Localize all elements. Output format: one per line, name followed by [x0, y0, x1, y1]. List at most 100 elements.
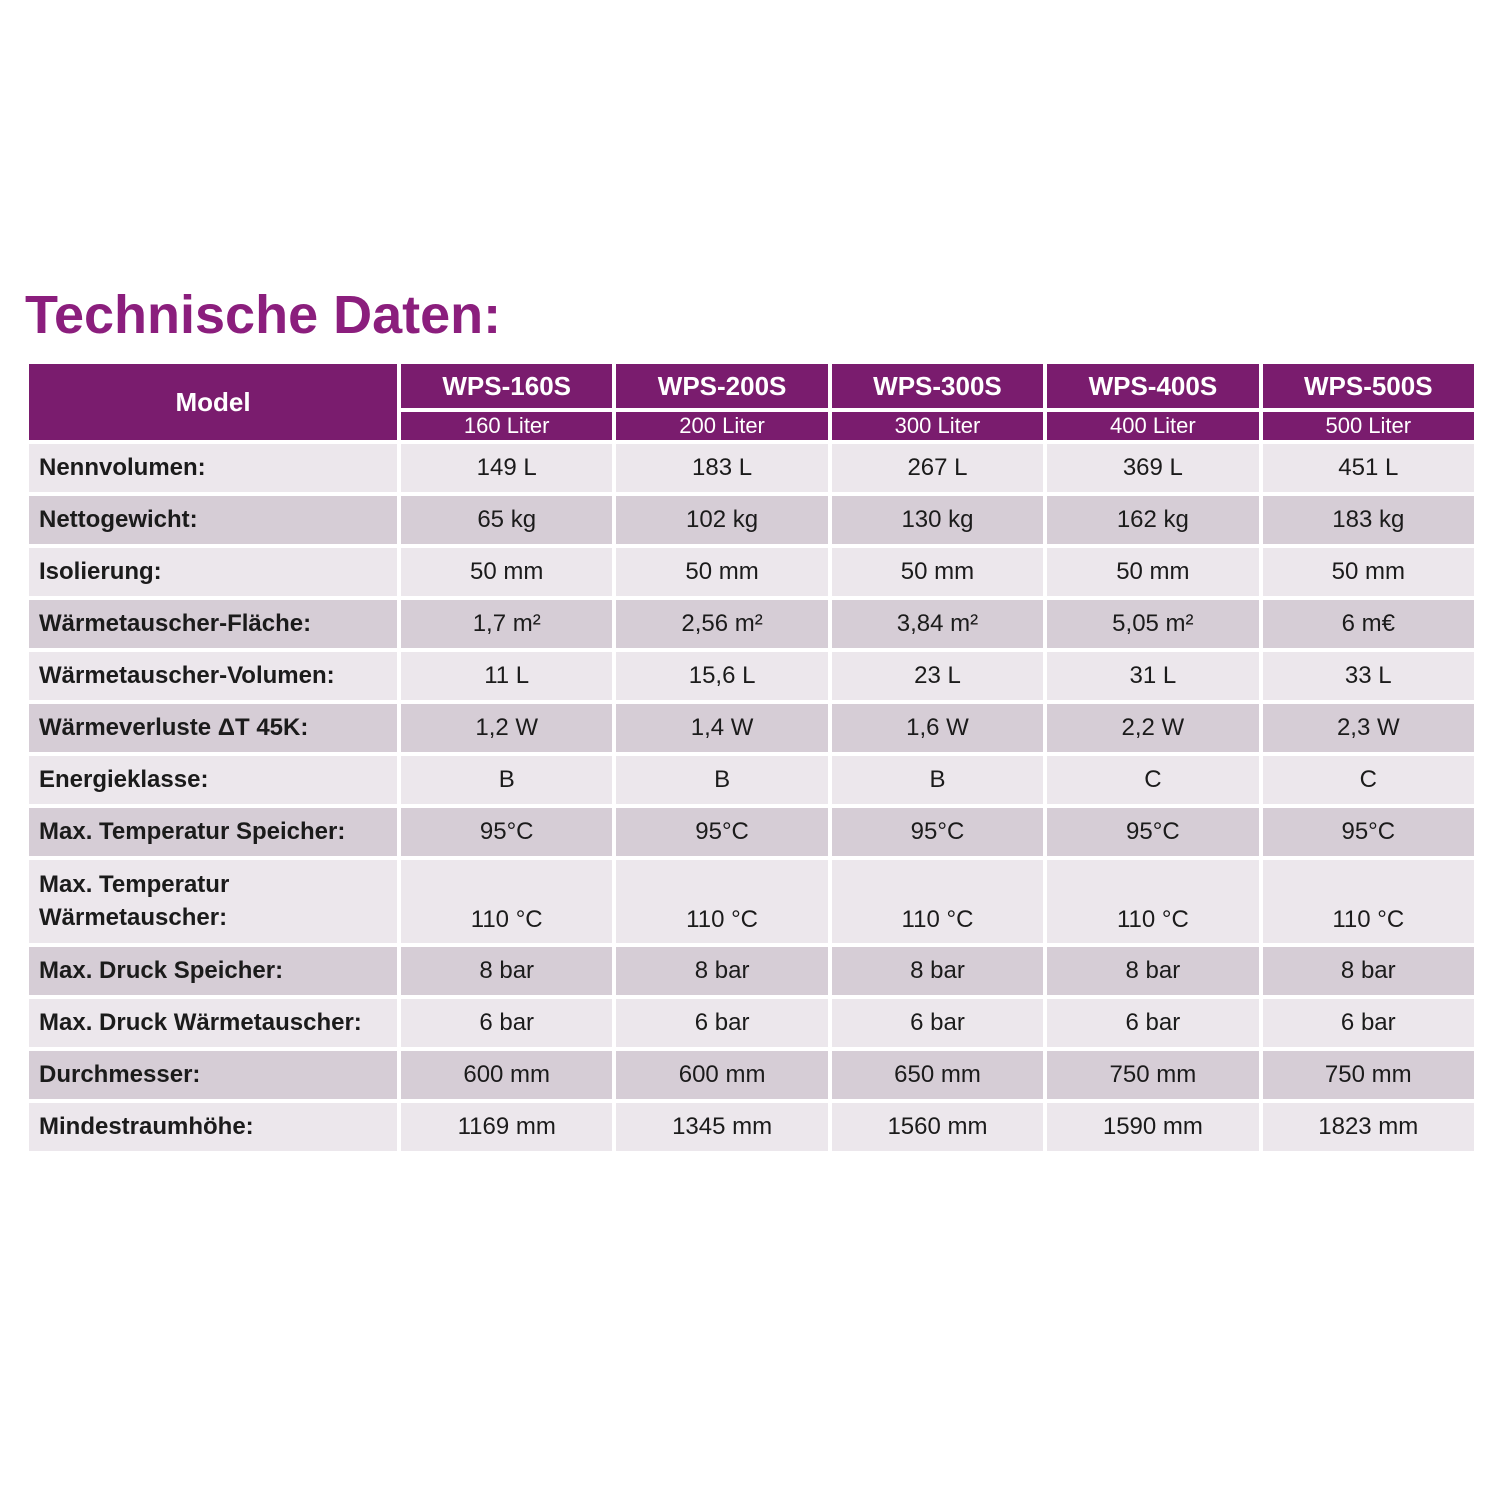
- table-row: Nettogewicht: 65 kg 102 kg 130 kg 162 kg 183 …: [29, 496, 1474, 544]
- table-row: Durchmesser: 600 mm 600 mm 650 mm 750 mm 750 …: [29, 1051, 1474, 1099]
- cell-value-col2: 110 °C: [616, 860, 828, 943]
- cell-value-col4: 8 bar: [1047, 947, 1259, 995]
- header-row-capacities: 160 Liter 200 Liter 300 Liter 400 Liter 500 …: [29, 412, 1474, 440]
- cell-value-col5: 183 kg: [1262, 496, 1474, 544]
- cell-value-col2: 2,56 m²: [616, 600, 828, 648]
- model-header-1: WPS-160S: [401, 364, 613, 408]
- cell-value-col2: 95°C: [616, 808, 828, 856]
- cell-value-col5: 6 bar: [1262, 999, 1474, 1047]
- table-row: Nennvolumen: 149 L 183 L 267 L 369 L 451 L: [29, 444, 1474, 492]
- cell-value-col3: 650 mm: [831, 1051, 1044, 1099]
- row-label: Nettogewicht:: [29, 496, 397, 544]
- cell-value-col3: 130 kg: [831, 496, 1044, 544]
- cell-value-col4: 1590 mm: [1047, 1103, 1259, 1151]
- page-title: Technische Daten:: [25, 285, 502, 345]
- cell-value-col5: 8 bar: [1262, 947, 1474, 995]
- model-column-header: Model: [29, 364, 397, 440]
- cell-value-col3: 6 bar: [831, 999, 1044, 1047]
- table-row: Wärmeverluste ΔT 45K: 1,2 W 1,4 W 1,6 W 2,2 …: [29, 704, 1474, 752]
- header-row-models: Model WPS-160S WPS-200S WPS-300S WPS-400S WP…: [29, 364, 1474, 440]
- cell-value-col5: C: [1262, 756, 1474, 804]
- cell-value-col4: 110 °C: [1047, 860, 1259, 943]
- capacity-header-1: 160 Liter: [401, 412, 613, 440]
- cell-value-col3: 50 mm: [831, 548, 1044, 596]
- row-label: Max. Druck Speicher:: [29, 947, 397, 995]
- table-row: Energieklasse: B B B C C: [29, 756, 1474, 804]
- capacity-header-5: 500 Liter: [1262, 412, 1474, 440]
- model-header-5: WPS-500S: [1262, 364, 1474, 408]
- table-row: Max. Temperatur Wärmetauscher: 110 °C 110 …: [29, 860, 1474, 943]
- cell-value-col1: 50 mm: [401, 548, 613, 596]
- cell-value-col4: 2,2 W: [1047, 704, 1259, 752]
- cell-value-col1: 8 bar: [401, 947, 613, 995]
- cell-value-col5: 1823 mm: [1262, 1103, 1474, 1151]
- table-row: Isolierung: 50 mm 50 mm 50 mm 50 mm 50 mm: [29, 548, 1474, 596]
- cell-value-col4: 162 kg: [1047, 496, 1259, 544]
- capacity-header-2: 200 Liter: [616, 412, 828, 440]
- row-label: Max. Druck Wärmetauscher:: [29, 999, 397, 1047]
- cell-value-col2: 600 mm: [616, 1051, 828, 1099]
- row-label: Isolierung:: [29, 548, 397, 596]
- table-row: Max. Druck Speicher: 8 bar 8 bar 8 bar 8 bar…: [29, 947, 1474, 995]
- cell-value-col2: 102 kg: [616, 496, 828, 544]
- cell-value-col1: 6 bar: [401, 999, 613, 1047]
- cell-value-col4: 95°C: [1047, 808, 1259, 856]
- row-label: Mindestraumhöhe:: [29, 1103, 397, 1151]
- cell-value-col1: 600 mm: [401, 1051, 613, 1099]
- cell-value-col3: 3,84 m²: [831, 600, 1044, 648]
- cell-value-col2: 1345 mm: [616, 1103, 828, 1151]
- row-label: Max. Temperatur Wärmetauscher:: [29, 860, 397, 943]
- cell-value-col1: 110 °C: [401, 860, 613, 943]
- table-row: Max. Druck Wärmetauscher: 6 bar 6 bar 6 bar…: [29, 999, 1474, 1047]
- cell-value-col5: 750 mm: [1262, 1051, 1474, 1099]
- cell-value-col5: 2,3 W: [1262, 704, 1474, 752]
- capacity-header-3: 300 Liter: [831, 412, 1044, 440]
- cell-value-col1: 65 kg: [401, 496, 613, 544]
- cell-value-col2: 15,6 L: [616, 652, 828, 700]
- table-row: Wärmetauscher-Fläche: 1,7 m² 2,56 m² 3,84 m…: [29, 600, 1474, 648]
- cell-value-col3: B: [831, 756, 1044, 804]
- cell-value-col4: 31 L: [1047, 652, 1259, 700]
- row-label: Nennvolumen:: [29, 444, 397, 492]
- cell-value-col1: 1169 mm: [401, 1103, 613, 1151]
- cell-value-col2: B: [616, 756, 828, 804]
- cell-value-col4: 5,05 m²: [1047, 600, 1259, 648]
- model-header-4: WPS-400S: [1047, 364, 1259, 408]
- cell-value-col4: C: [1047, 756, 1259, 804]
- cell-value-col1: 149 L: [401, 444, 613, 492]
- table-row: Max. Temperatur Speicher: 95°C 95°C 95°C 95°…: [29, 808, 1474, 856]
- cell-value-col3: 8 bar: [831, 947, 1044, 995]
- spec-sheet-page: Technische Daten: Model WPS-160S WPS-200S…: [25, 285, 1478, 1155]
- cell-value-col3: 1,6 W: [831, 704, 1044, 752]
- cell-value-col2: 50 mm: [616, 548, 828, 596]
- cell-value-col3: 110 °C: [831, 860, 1044, 943]
- row-label: Wärmetauscher-Volumen:: [29, 652, 397, 700]
- table-row: Wärmetauscher-Volumen: 11 L 15,6 L 23 L 31 L…: [29, 652, 1474, 700]
- cell-value-col5: 50 mm: [1262, 548, 1474, 596]
- capacity-header-4: 400 Liter: [1047, 412, 1259, 440]
- spec-table-body: Nennvolumen: 149 L 183 L 267 L 369 L 451 L Net…: [29, 444, 1474, 1151]
- cell-value-col3: 95°C: [831, 808, 1044, 856]
- technical-data-table: Model WPS-160S WPS-200S WPS-300S WPS-400S WP…: [25, 360, 1478, 1155]
- cell-value-col2: 1,4 W: [616, 704, 828, 752]
- row-label: Energieklasse:: [29, 756, 397, 804]
- cell-value-col5: 33 L: [1262, 652, 1474, 700]
- cell-value-col3: 267 L: [831, 444, 1044, 492]
- cell-value-col3: 1560 mm: [831, 1103, 1044, 1151]
- row-label: Durchmesser:: [29, 1051, 397, 1099]
- cell-value-col1: 1,7 m²: [401, 600, 613, 648]
- row-label: Wärmeverluste ΔT 45K:: [29, 704, 397, 752]
- cell-value-col5: 6 m€: [1262, 600, 1474, 648]
- cell-value-col2: 6 bar: [616, 999, 828, 1047]
- cell-value-col1: 95°C: [401, 808, 613, 856]
- table-row: Mindestraumhöhe: 1169 mm 1345 mm 1560 mm 159…: [29, 1103, 1474, 1151]
- cell-value-col3: 23 L: [831, 652, 1044, 700]
- model-header-2: WPS-200S: [616, 364, 828, 408]
- model-header-3: WPS-300S: [831, 364, 1044, 408]
- row-label: Wärmetauscher-Fläche:: [29, 600, 397, 648]
- cell-value-col4: 750 mm: [1047, 1051, 1259, 1099]
- cell-value-col5: 110 °C: [1262, 860, 1474, 943]
- cell-value-col1: 11 L: [401, 652, 613, 700]
- cell-value-col1: 1,2 W: [401, 704, 613, 752]
- cell-value-col4: 369 L: [1047, 444, 1259, 492]
